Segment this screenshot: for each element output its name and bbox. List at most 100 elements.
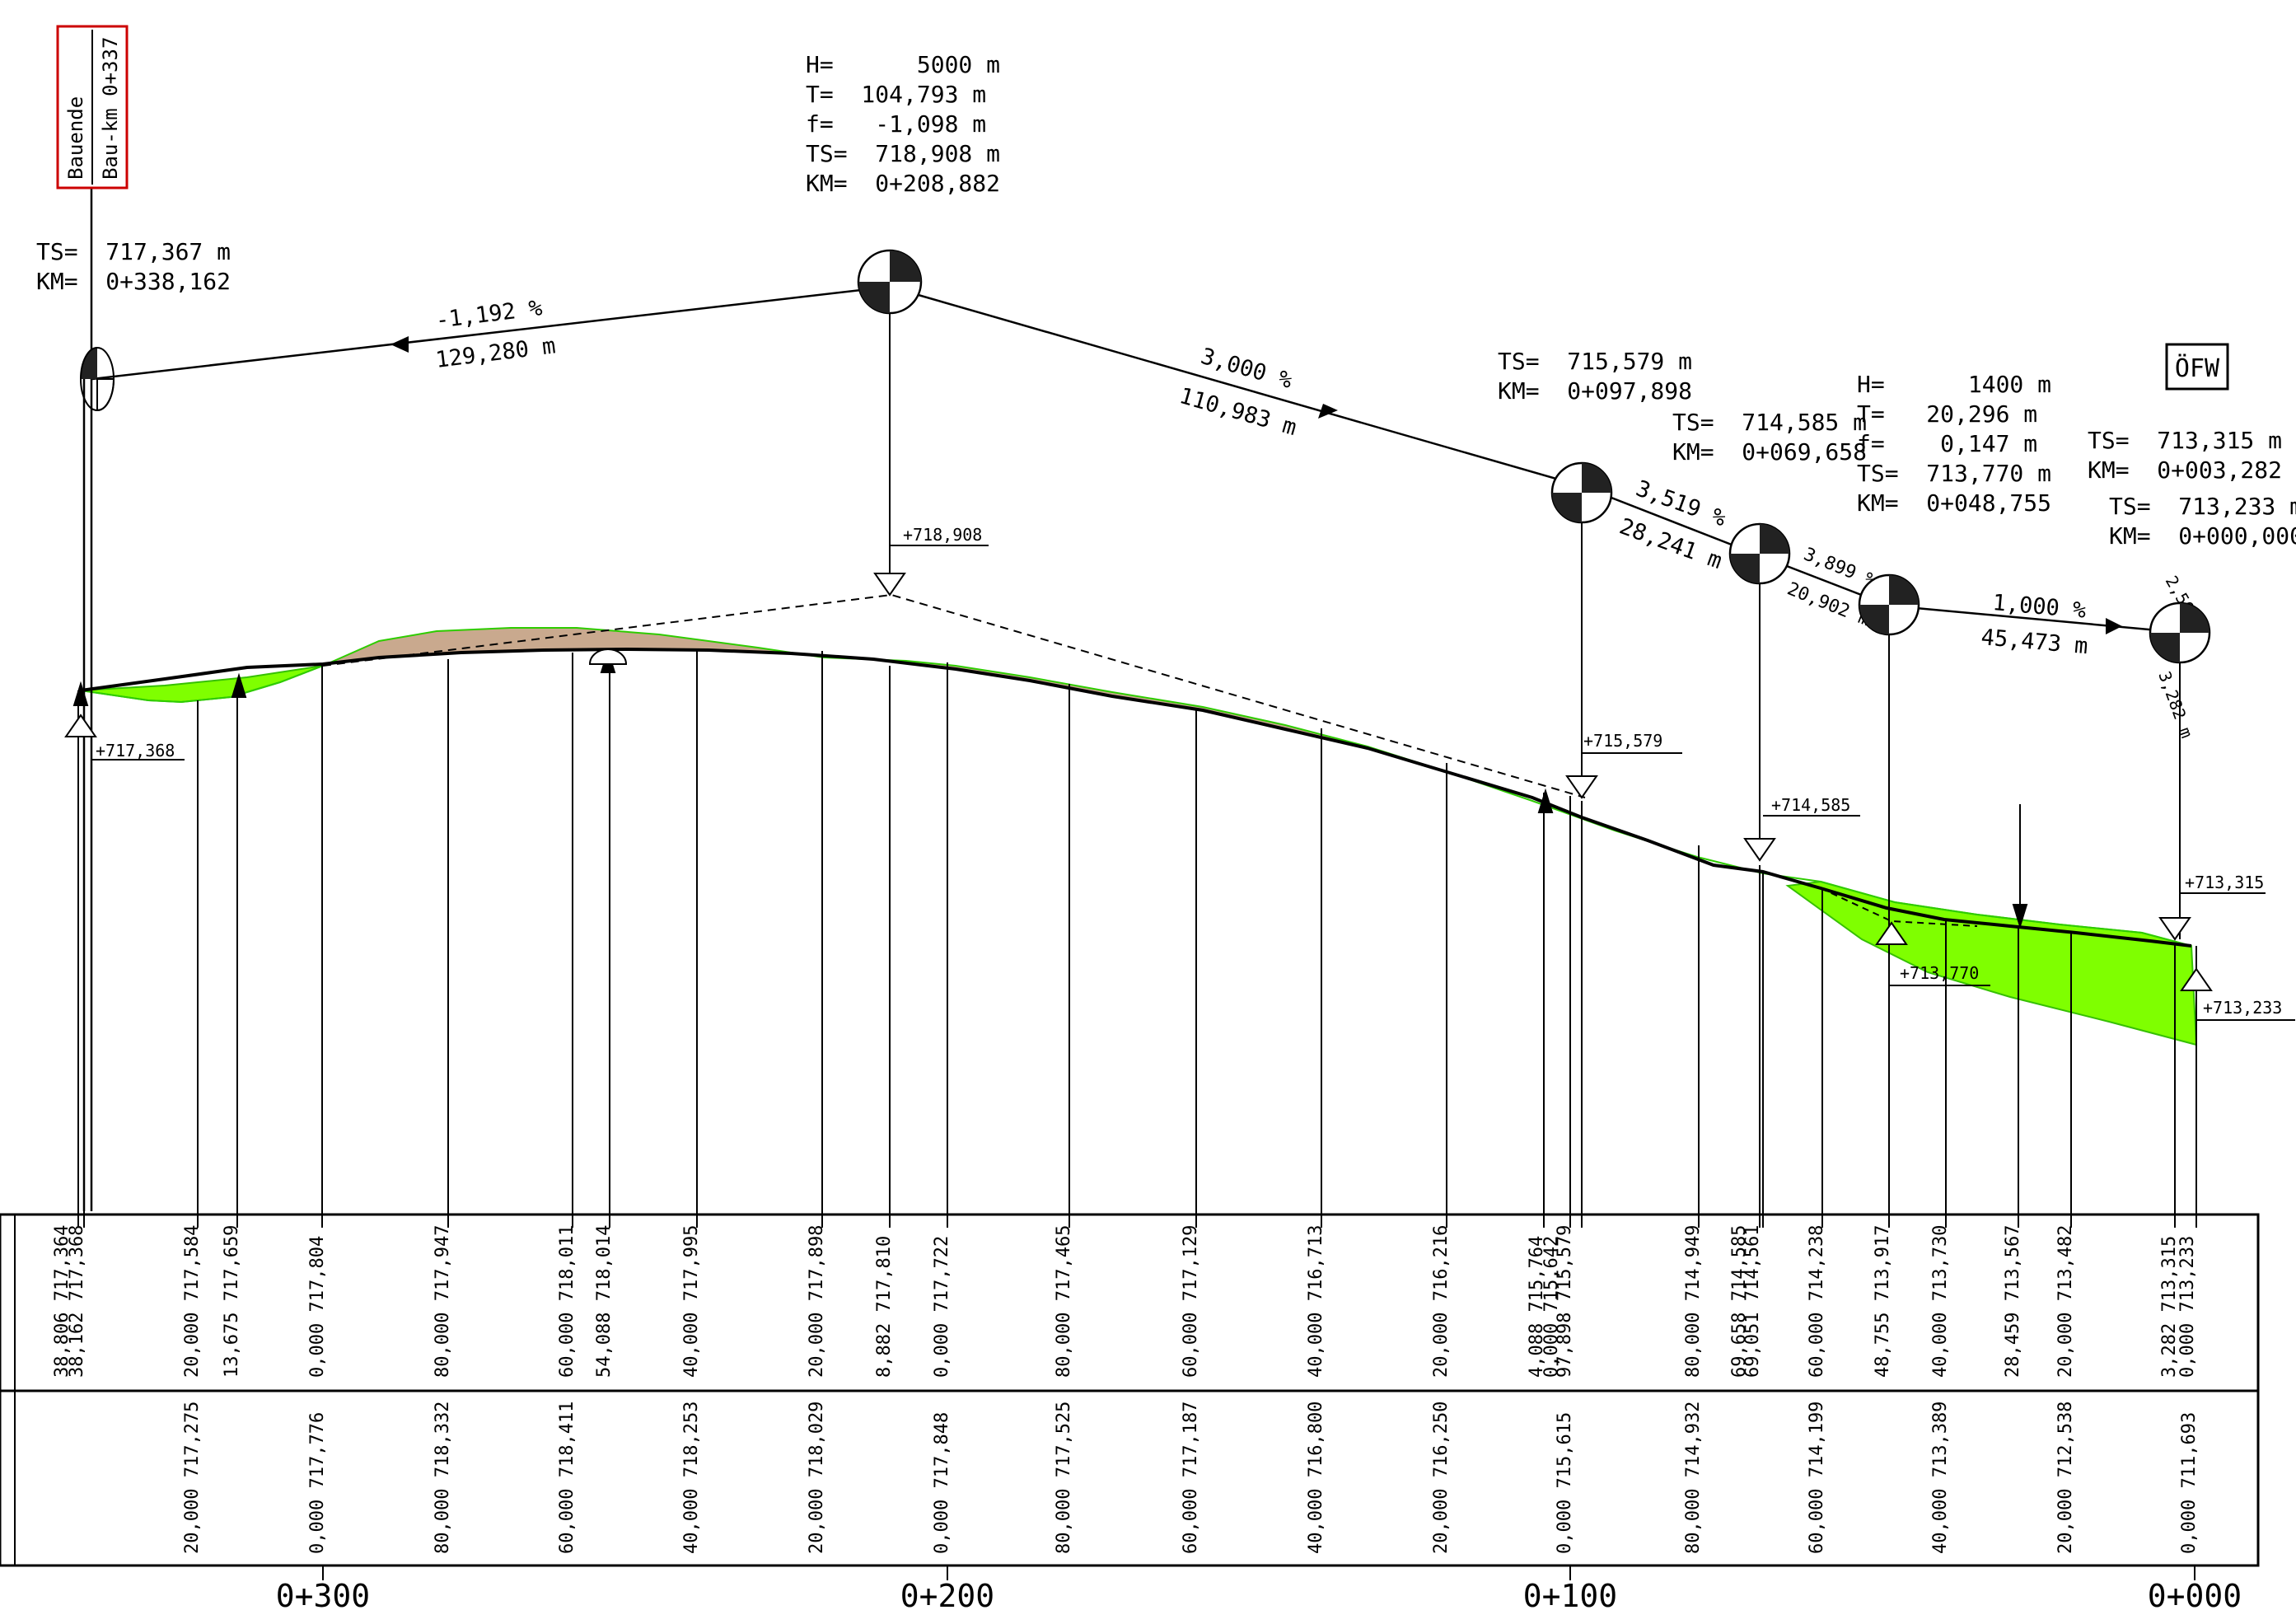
gradient-row-cell: 40,000 716,713	[1306, 1225, 1326, 1378]
gradient-row-cell: 54,088 718,014	[594, 1225, 615, 1378]
gradient-row-cell: 0,000 717,804	[307, 1236, 328, 1378]
gradient-row-cell: 69,658 714,585	[1729, 1225, 1750, 1378]
vertical-curve-symbol	[2149, 601, 2211, 664]
elevation-tag-label: +713,233	[2203, 998, 2282, 1018]
curve-vc4-line-1: T= 20,296 m	[1857, 400, 2037, 428]
elevation-tag: +713,770	[1875, 921, 1990, 986]
gradient-row-cell: 0,000 713,233	[2177, 1236, 2198, 1378]
elevation-tag: +713,233	[2180, 967, 2295, 1021]
station-label: 0+300	[276, 1578, 370, 1614]
ground-row-cell: 40,000 718,253	[681, 1402, 702, 1554]
ground-row-cell: 80,000 714,932	[1683, 1402, 1704, 1554]
station-axis: 0+300 0+200 0+100 0+000	[276, 1565, 2242, 1614]
fill-area-right	[1785, 880, 2198, 1046]
gradient-row-cell: 60,000 718,011	[557, 1225, 578, 1378]
arrow-up-marker	[1537, 788, 1554, 813]
curve-crest-line-4: KM= 0+208,882	[806, 170, 1000, 197]
vertical-curve-symbol	[1550, 461, 1613, 524]
elevation-tag-label: +718,908	[903, 525, 982, 545]
elevation-tag: +718,908	[873, 525, 989, 597]
grade-2: 3,000 %	[1198, 344, 1295, 394]
station-label: 0+100	[1523, 1578, 1617, 1614]
elevation-tag: +715,579	[1565, 731, 1682, 799]
gradient-row-cell: 0,000 715,642	[1541, 1236, 1562, 1378]
elevation-tag-label: +713,770	[1900, 963, 1979, 983]
grade-1-length: 129,280 m	[434, 333, 557, 373]
curve-end-line-0: TS= 713,233 m	[2109, 493, 2296, 520]
elevation-tag-label: +717,368	[96, 741, 175, 761]
gradient-row-cell: 80,000 714,949	[1683, 1225, 1704, 1378]
curve-vc2-line-0: TS= 715,579 m	[1498, 348, 1692, 375]
gradient-row-cell: 3,282 713,315	[2159, 1236, 2180, 1378]
ground-row-cell: 40,000 716,800	[1306, 1402, 1326, 1554]
vertical-curve-symbol	[80, 347, 115, 412]
gradient-row-cell: 13,675 717,659	[222, 1225, 242, 1378]
elevation-tag: +714,585	[1743, 795, 1860, 862]
ground-row-cell: 60,000 717,187	[1181, 1402, 1201, 1554]
curve-vc2-line-1: KM= 0+097,898	[1498, 377, 1692, 405]
earthwork-fills	[80, 628, 2198, 1046]
gradient-row-cell: 48,755 713,917	[1873, 1225, 1893, 1378]
grade-labels: -1,192 % 129,280 m 3,000 % 110,983 m 3,5…	[434, 295, 2214, 741]
curve-start-line-1: KM= 0+338,162	[36, 268, 231, 295]
gradient-row-cell: 80,000 717,465	[1054, 1225, 1074, 1378]
elevation-tag-label: +714,585	[1771, 795, 1850, 815]
gradient-row-cell: 20,000 717,898	[807, 1225, 827, 1378]
tangent-dashed	[322, 593, 1586, 798]
gradient-row-cell: 20,000 713,482	[2055, 1225, 2076, 1378]
ground-row-cell: 0,000 717,848	[932, 1412, 952, 1554]
bauende-label: Bauende	[64, 96, 87, 180]
gradient-row-cell: 38,162 717,368	[67, 1225, 87, 1378]
gradient-row-cell: 60,000 717,129	[1181, 1225, 1201, 1378]
curve-vc4-line-4: KM= 0+048,755	[1857, 489, 2051, 517]
bauende-frame: Bauende Bau-km 0+337	[56, 25, 129, 190]
tangent-dashed-2	[1820, 887, 1978, 927]
ground-row-cell: 20,000 717,275	[182, 1402, 203, 1554]
ground-row-cell: 20,000 718,029	[807, 1402, 827, 1554]
gradient-row-cell: 40,000 717,995	[681, 1225, 702, 1378]
ground-row-cell: 60,000 718,411	[557, 1402, 578, 1554]
curve-crest-line-1: T= 104,793 m	[806, 81, 986, 108]
curve-vc4-line-0: H= 1400 m	[1857, 371, 2051, 398]
curve-symbols	[80, 249, 2211, 664]
gradient-row-cell: 20,000 717,584	[182, 1225, 203, 1378]
elevation-tag-label: +715,579	[1583, 731, 1662, 751]
vertical-curve-symbol	[1728, 522, 1791, 585]
grade-5: 1,000 %	[1991, 590, 2087, 624]
elevation-tag: +713,315	[2158, 873, 2266, 941]
gradient-row-cell: 80,000 717,947	[433, 1225, 453, 1378]
gradient-row-cell: 40,000 713,730	[1930, 1225, 1951, 1378]
curve-vc5-line-0: TS= 713,315 m	[2088, 427, 2282, 454]
elevation-tag-label: +713,315	[2185, 873, 2264, 892]
grade-6-length: 3,282 m	[2154, 669, 2196, 741]
ground-row-cell: 80,000 717,525	[1054, 1402, 1074, 1554]
data-table	[0, 1213, 2260, 1567]
curve-crest-line-0: H= 5000 m	[806, 51, 1000, 78]
ground-row-cell: 20,000 716,250	[1431, 1402, 1452, 1554]
curve-vc3-line-0: TS= 714,585 m	[1672, 409, 1867, 436]
curve-crest-line-3: TS= 718,908 m	[806, 140, 1000, 167]
curve-vc4-line-2: f= 0,147 m	[1857, 430, 2037, 457]
gradient-row-cell: 20,000 716,216	[1431, 1225, 1452, 1378]
grade-arrows	[390, 336, 2122, 634]
ground-row: 20,000 717,275 0,000 717,776 80,000 718,33…	[182, 1402, 2200, 1554]
ground-row-cell: 80,000 718,332	[433, 1402, 453, 1554]
ground-row-cell: 0,000 715,615	[1555, 1412, 1575, 1554]
cut-area	[323, 628, 1425, 765]
vertical-curve-symbol	[1858, 573, 1920, 636]
gradient-row-cell: 60,000 714,238	[1807, 1225, 1827, 1378]
grade-5-length: 45,473 m	[1980, 625, 2088, 659]
gradient-row-cell: 0,000 717,722	[932, 1236, 952, 1378]
oefw-frame: ÖFW	[2165, 343, 2229, 391]
arrow-up-marker	[231, 672, 247, 698]
ground-row-cell: 40,000 713,389	[1930, 1402, 1951, 1554]
ground-row-cell: 0,000 717,776	[307, 1412, 328, 1554]
curve-end-line-1: KM= 0+000,000	[2109, 522, 2296, 550]
ground-row-cell: 60,000 714,199	[1807, 1402, 1827, 1554]
gradient-row-cell: 4,088 715,764	[1527, 1236, 1547, 1378]
arrow-down-marker	[2012, 804, 2028, 929]
crest-marker	[588, 648, 628, 665]
